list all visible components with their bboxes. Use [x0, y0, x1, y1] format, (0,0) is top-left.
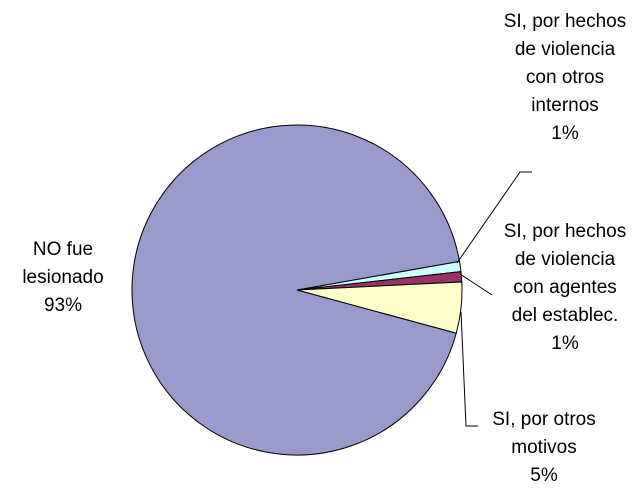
- pie-slice: [131, 124, 461, 456]
- category-label: SI, por hechos de violencia con agentes …: [503, 221, 627, 326]
- category-label: SI, por hechos de violencia con otros in…: [503, 11, 627, 116]
- leader-line: [456, 171, 532, 264]
- value-label: 1%: [551, 123, 579, 144]
- pie: [131, 124, 463, 456]
- value-label: 5%: [530, 465, 558, 486]
- leader-line: [460, 311, 478, 427]
- slice-label: SI, por hechos de violencia con otros in…: [503, 8, 627, 148]
- value-label: 1%: [551, 333, 579, 354]
- category-label: NO fue lesionado: [22, 239, 104, 288]
- value-label: 93%: [43, 295, 83, 316]
- slice-label: SI, por hechos de violencia con agentes …: [503, 218, 627, 358]
- leader-line: [459, 273, 493, 296]
- slice-label: SI, por otros motivos 5%: [480, 406, 608, 490]
- category-label: SI, por otros motivos: [492, 409, 596, 458]
- slice-label: NO fue lesionado 93%: [13, 236, 113, 320]
